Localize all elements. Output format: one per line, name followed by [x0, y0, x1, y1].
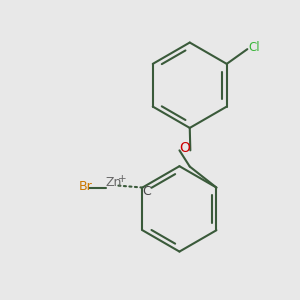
Text: O: O [179, 141, 190, 155]
Text: Br: Br [79, 180, 92, 193]
Text: Zn: Zn [106, 176, 122, 189]
Text: +: + [118, 174, 127, 184]
Text: C: C [142, 184, 151, 198]
Text: Cl: Cl [249, 41, 260, 54]
